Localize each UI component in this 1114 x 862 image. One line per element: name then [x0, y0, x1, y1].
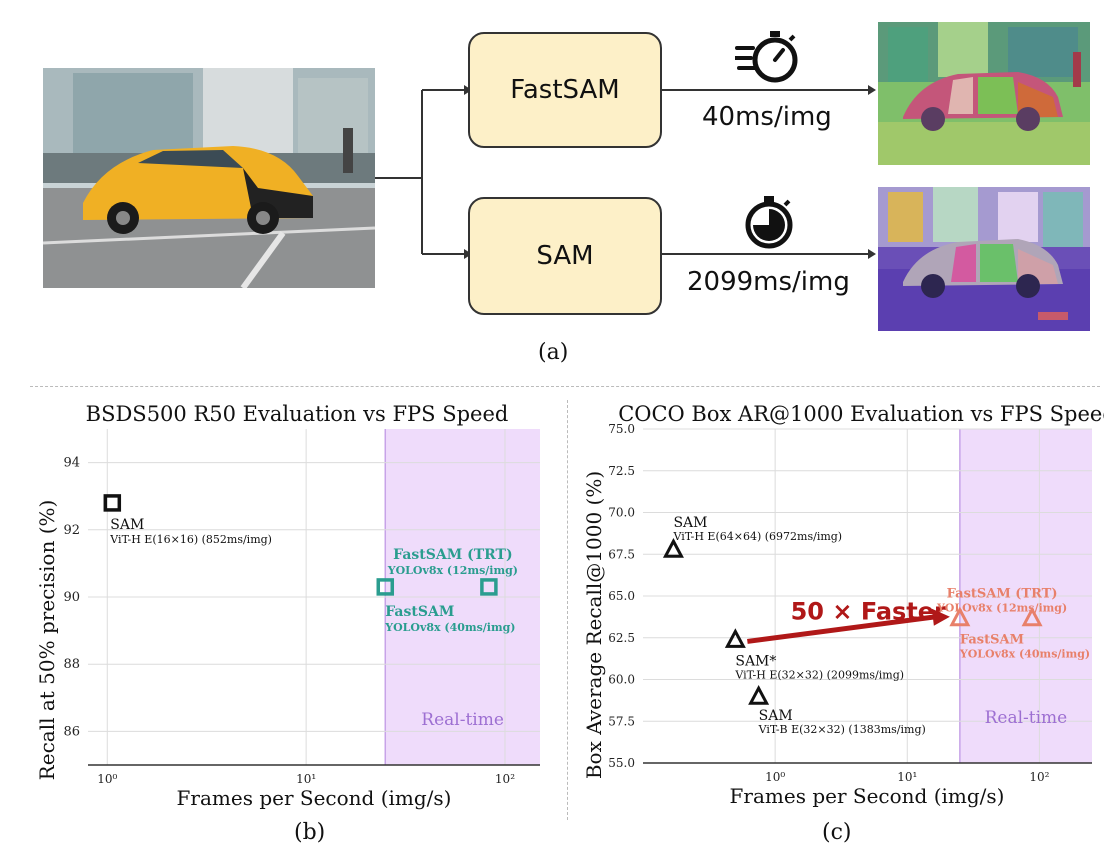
- y-tick-label: 86: [63, 724, 80, 739]
- bsds-chart: BSDS500 R50 Evaluation vs FPS Speed Fram…: [35, 402, 540, 810]
- data-point-sublabel: ViT-B E(32×32) (1383ms/img): [758, 723, 926, 736]
- x-tick-label: 10²: [1029, 770, 1049, 784]
- caption-c: (c): [822, 820, 852, 845]
- data-point-sublabel: YOLOv8x (12ms/img): [387, 564, 518, 577]
- data-point-sublabel: YOLOv8x (12ms/img): [936, 602, 1067, 615]
- pipeline-connectors: [375, 85, 876, 259]
- data-point-marker: [662, 538, 684, 558]
- y-tick-label: 94: [63, 456, 80, 471]
- sam-time-label: 2099ms/img: [687, 267, 850, 297]
- y-tick-label: 88: [63, 657, 80, 672]
- data-point-marker: [949, 606, 971, 627]
- x-tick-label: 10⁰: [765, 770, 785, 784]
- data-point-marker: [748, 685, 770, 705]
- sam-box-label: SAM: [536, 241, 594, 271]
- speedup-annotation: 50 × Faster: [791, 597, 946, 625]
- chart-c-xlabel: Frames per Second (img/s): [730, 784, 1005, 808]
- data-point-marker: [103, 494, 122, 512]
- data-point-marker: [480, 578, 498, 596]
- y-tick-label: 70.0: [608, 506, 635, 520]
- y-tick-label: 92: [63, 523, 80, 538]
- y-tick-label: 62.5: [608, 631, 635, 645]
- slow-stopwatch-icon: [745, 196, 793, 249]
- data-point-label: FastSAM: [960, 633, 1024, 648]
- y-tick-label: 90: [63, 590, 80, 605]
- chart-b-title: BSDS500 R50 Evaluation vs FPS Speed: [86, 402, 509, 426]
- sam-box: SAM: [468, 197, 662, 315]
- chart-c-ylabel: Box Average Recall@1000 (%): [582, 471, 606, 779]
- speedup-arrow-head: [931, 608, 950, 626]
- fastsam-box: FastSAM: [468, 32, 662, 148]
- x-tick-label: 10²: [495, 772, 515, 786]
- chart-b-ylabel: Recall at 50% precision (%): [35, 500, 59, 781]
- data-point-sublabel: YOLOv8x (40ms/img): [384, 621, 515, 634]
- data-point-marker: [376, 578, 395, 596]
- x-tick-label: 10¹: [296, 772, 316, 786]
- fast-stopwatch-icon: [735, 31, 798, 83]
- data-point-label: SAM: [110, 517, 144, 533]
- fastsam-output-image: [878, 22, 1090, 165]
- caption-a: (a): [538, 340, 569, 365]
- chart-b-xlabel: Frames per Second (img/s): [177, 786, 452, 810]
- caption-b: (b): [294, 820, 326, 845]
- data-point-label: SAM*: [735, 653, 776, 669]
- input-taxi-photo: [43, 68, 375, 288]
- data-point-label: FastSAM (TRT): [947, 587, 1058, 602]
- horizontal-divider: [30, 386, 1100, 387]
- y-tick-label: 55.0: [608, 756, 635, 770]
- data-point-marker: [1021, 606, 1043, 627]
- y-tick-label: 75.0: [608, 422, 635, 436]
- data-point-sublabel: ViT-H E(16×16) (852ms/img): [109, 533, 272, 546]
- realtime-label: Real-time: [421, 710, 504, 730]
- data-point-label: SAM: [759, 708, 793, 724]
- fastsam-time-label: 40ms/img: [702, 102, 832, 132]
- y-tick-label: 67.5: [608, 547, 635, 561]
- y-tick-label: 60.0: [608, 673, 635, 687]
- speedup-arrow: [747, 614, 937, 644]
- data-point-sublabel: YOLOv8x (40ms/img): [959, 648, 1090, 661]
- data-point-label: FastSAM (TRT): [393, 547, 512, 563]
- data-point-sublabel: ViT-H E(64×64) (6972ms/img): [672, 530, 842, 543]
- data-point-marker: [724, 628, 746, 648]
- y-tick-label: 65.0: [608, 589, 635, 603]
- sam-output-image: [878, 187, 1090, 331]
- data-point-sublabel: ViT-H E(32×32) (2099ms/img): [734, 668, 904, 681]
- chart-c-title: COCO Box AR@1000 Evaluation vs FPS Speed: [618, 402, 1104, 426]
- data-point-label: SAM: [673, 515, 707, 531]
- x-tick-label: 10⁰: [97, 772, 117, 786]
- realtime-label: Real-time: [985, 708, 1068, 728]
- y-tick-label: 57.5: [608, 714, 635, 728]
- y-tick-label: 72.5: [608, 464, 635, 478]
- data-point-label: FastSAM: [385, 604, 454, 620]
- fastsam-box-label: FastSAM: [510, 75, 620, 105]
- vertical-divider: [567, 400, 568, 820]
- x-tick-label: 10¹: [897, 770, 917, 784]
- coco-chart: COCO Box AR@1000 Evaluation vs FPS Speed…: [582, 402, 1104, 808]
